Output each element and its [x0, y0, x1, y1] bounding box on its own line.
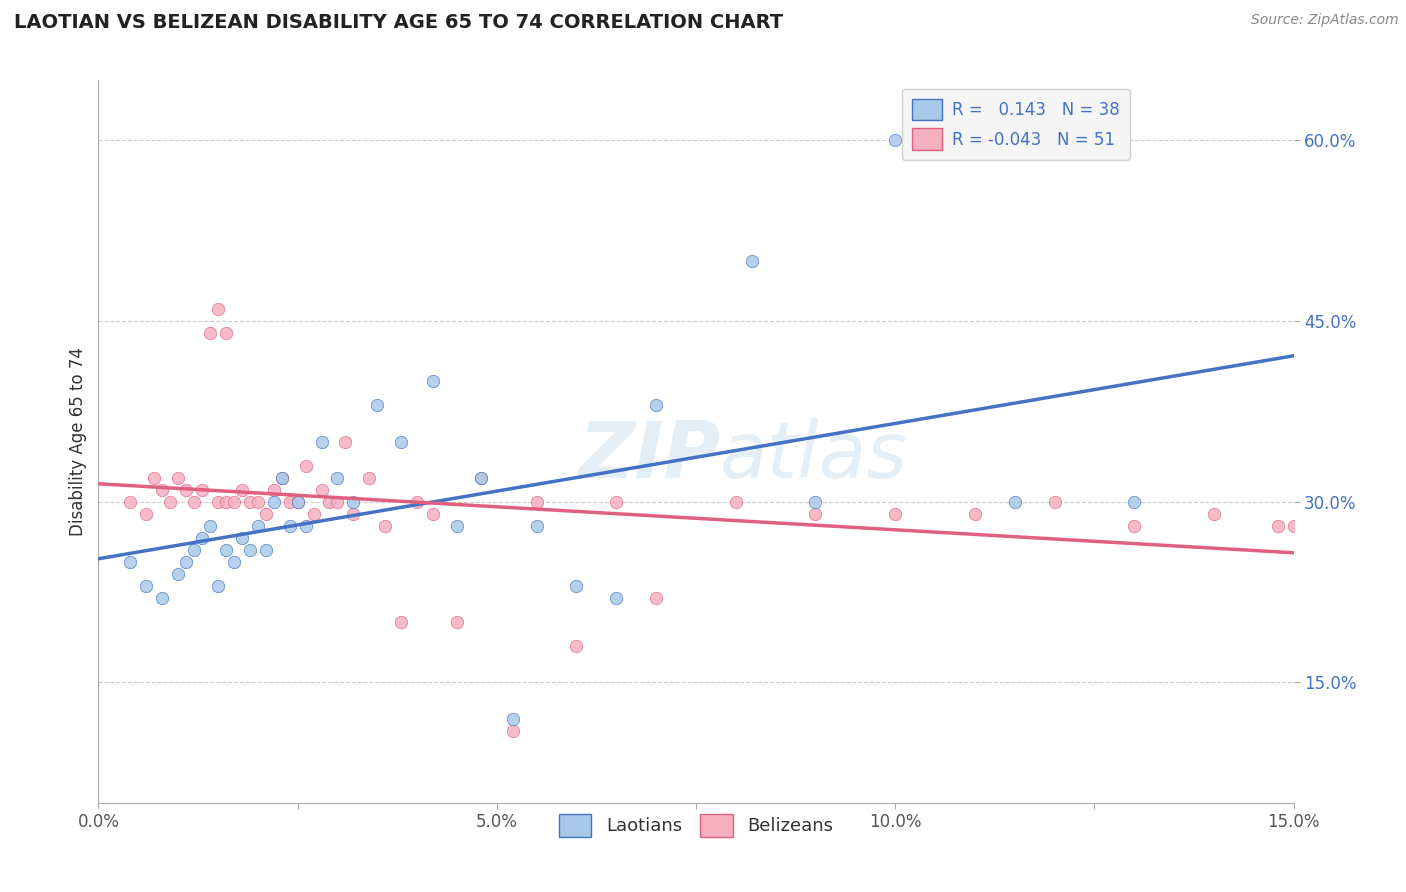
Point	[263, 494, 285, 508]
Point	[215, 326, 238, 340]
Point	[470, 470, 492, 484]
Point	[215, 542, 238, 557]
Text: atlas: atlas	[720, 418, 908, 494]
Point	[167, 567, 190, 582]
Point	[263, 483, 285, 497]
Point	[470, 470, 492, 484]
Point	[231, 531, 253, 545]
Point	[565, 579, 588, 593]
Point	[359, 470, 381, 484]
Point	[311, 434, 333, 449]
Point	[342, 494, 364, 508]
Point	[526, 494, 548, 508]
Point	[302, 507, 325, 521]
Text: ZIP: ZIP	[578, 418, 720, 494]
Point	[366, 398, 388, 412]
Point	[198, 326, 221, 340]
Point	[287, 494, 309, 508]
Point	[239, 494, 262, 508]
Point	[446, 518, 468, 533]
Point	[326, 470, 349, 484]
Point	[207, 494, 229, 508]
Point	[318, 494, 340, 508]
Point	[389, 434, 412, 449]
Point	[422, 374, 444, 388]
Point	[246, 494, 269, 508]
Point	[884, 507, 907, 521]
Point	[335, 434, 357, 449]
Point	[167, 470, 190, 484]
Point	[502, 712, 524, 726]
Point	[605, 494, 627, 508]
Point	[135, 507, 157, 521]
Point	[1202, 507, 1225, 521]
Point	[963, 507, 986, 521]
Point	[605, 591, 627, 606]
Point	[159, 494, 181, 508]
Point	[645, 591, 668, 606]
Legend: Laotians, Belizeans: Laotians, Belizeans	[551, 806, 841, 845]
Point	[565, 639, 588, 653]
Point	[326, 494, 349, 508]
Point	[342, 507, 364, 521]
Point	[389, 615, 412, 630]
Point	[1123, 494, 1146, 508]
Point	[246, 518, 269, 533]
Point	[174, 555, 197, 569]
Point	[884, 133, 907, 147]
Point	[1004, 494, 1026, 508]
Point	[287, 494, 309, 508]
Point	[191, 531, 214, 545]
Text: Source: ZipAtlas.com: Source: ZipAtlas.com	[1251, 13, 1399, 28]
Point	[120, 555, 142, 569]
Point	[311, 483, 333, 497]
Point	[143, 470, 166, 484]
Point	[207, 301, 229, 316]
Point	[215, 494, 238, 508]
Point	[239, 542, 262, 557]
Point	[724, 494, 747, 508]
Point	[804, 494, 827, 508]
Point	[120, 494, 142, 508]
Point	[231, 483, 253, 497]
Y-axis label: Disability Age 65 to 74: Disability Age 65 to 74	[69, 347, 87, 536]
Point	[207, 579, 229, 593]
Point	[270, 470, 292, 484]
Point	[191, 483, 214, 497]
Point	[278, 494, 301, 508]
Point	[270, 470, 292, 484]
Point	[406, 494, 429, 508]
Point	[374, 518, 396, 533]
Point	[422, 507, 444, 521]
Point	[1267, 518, 1289, 533]
Point	[294, 518, 316, 533]
Point	[1043, 494, 1066, 508]
Point	[741, 253, 763, 268]
Text: LAOTIAN VS BELIZEAN DISABILITY AGE 65 TO 74 CORRELATION CHART: LAOTIAN VS BELIZEAN DISABILITY AGE 65 TO…	[14, 13, 783, 32]
Point	[222, 555, 245, 569]
Point	[254, 507, 277, 521]
Point	[183, 494, 205, 508]
Point	[645, 398, 668, 412]
Point	[150, 591, 173, 606]
Point	[294, 458, 316, 473]
Point	[183, 542, 205, 557]
Point	[174, 483, 197, 497]
Point	[804, 507, 827, 521]
Point	[502, 723, 524, 738]
Point	[150, 483, 173, 497]
Point	[446, 615, 468, 630]
Point	[135, 579, 157, 593]
Point	[222, 494, 245, 508]
Point	[254, 542, 277, 557]
Point	[526, 518, 548, 533]
Point	[198, 518, 221, 533]
Point	[278, 518, 301, 533]
Point	[1123, 518, 1146, 533]
Point	[1282, 518, 1305, 533]
